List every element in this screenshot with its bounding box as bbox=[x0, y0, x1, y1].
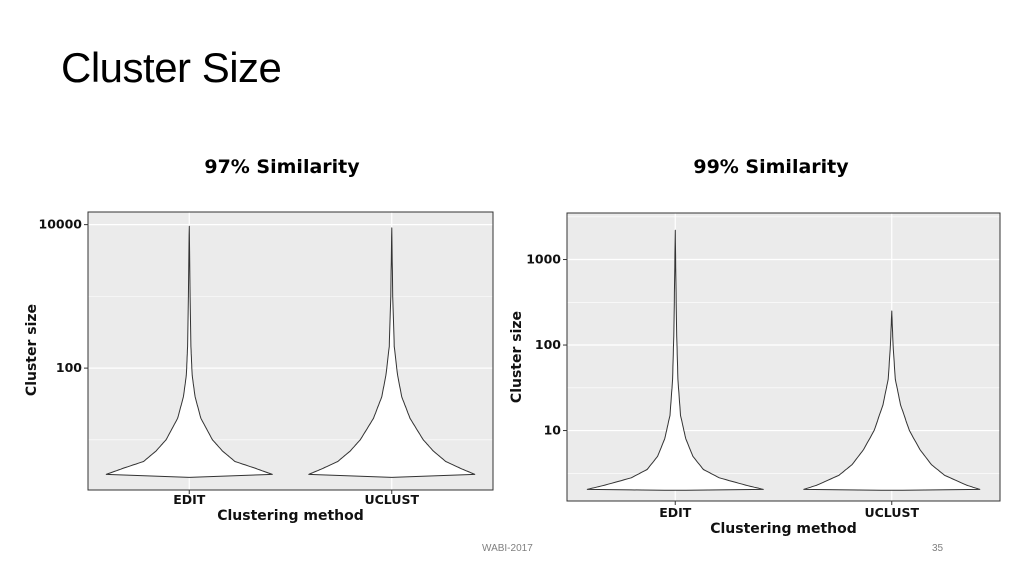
page-number: 35 bbox=[932, 543, 944, 554]
x-tick-label: UCLUST bbox=[364, 492, 419, 507]
x-tick-label: EDIT bbox=[659, 505, 692, 520]
x-axis-title: Clustering method bbox=[710, 521, 857, 537]
violin-uclust bbox=[308, 227, 476, 478]
y-tick-label: 10 bbox=[544, 423, 562, 438]
y-tick-label: 100 bbox=[535, 337, 561, 352]
violin-edit bbox=[586, 229, 764, 491]
chart-title-left: 97% Similarity bbox=[204, 156, 360, 178]
x-tick-label: UCLUST bbox=[864, 505, 919, 520]
y-tick-label: 10000 bbox=[39, 217, 83, 232]
violin-uclust bbox=[803, 310, 981, 491]
plot-panel bbox=[88, 212, 493, 490]
footer-event: WABI-2017 bbox=[482, 543, 533, 554]
y-tick-label: 1000 bbox=[526, 252, 561, 267]
chart-title-right: 99% Similarity bbox=[693, 156, 849, 178]
violin-edit bbox=[105, 225, 273, 478]
y-axis-title: Cluster size bbox=[24, 304, 40, 396]
x-axis-title: Clustering method bbox=[217, 508, 364, 524]
y-tick-label: 100 bbox=[56, 360, 82, 375]
y-axis-title: Cluster size bbox=[509, 311, 525, 403]
slide-title: Cluster Size bbox=[61, 44, 282, 91]
plot-border bbox=[566, 212, 1001, 502]
x-tick-label: EDIT bbox=[173, 492, 206, 507]
plot-panel bbox=[567, 213, 1000, 501]
plot-border bbox=[87, 211, 494, 491]
